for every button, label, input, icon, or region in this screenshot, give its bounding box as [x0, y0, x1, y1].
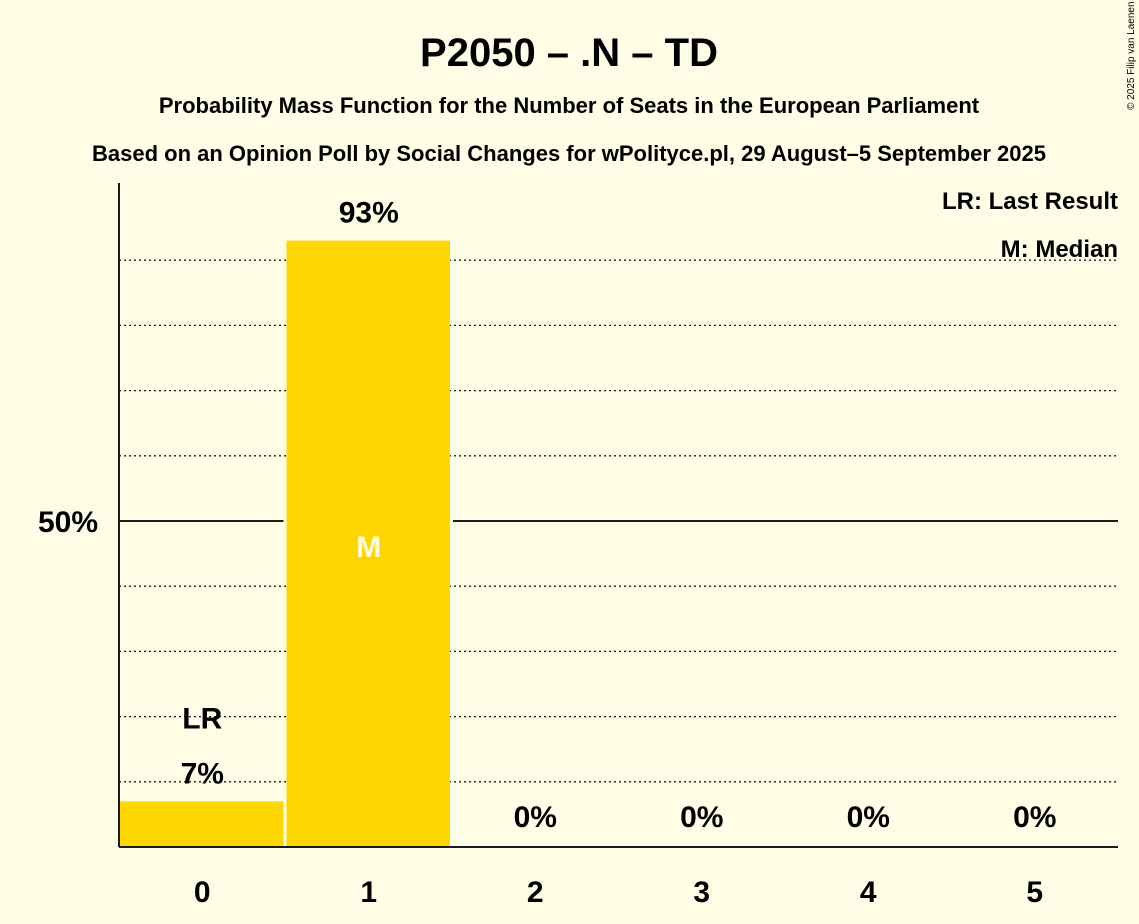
x-tick-label-3: 3	[693, 876, 710, 909]
chart-source: Based on an Opinion Poll by Social Chang…	[92, 141, 1046, 166]
last-result-marker: LR	[182, 702, 222, 735]
legend-median: M: Median	[1001, 236, 1118, 263]
chart-subtitle: Probability Mass Function for the Number…	[159, 93, 980, 118]
gridlines	[119, 259, 1118, 783]
value-label-4: 0%	[847, 801, 890, 834]
x-tick-label-5: 5	[1026, 876, 1043, 909]
y-tick-label: 50%	[38, 506, 98, 539]
value-label-2: 0%	[514, 801, 557, 834]
chart-title: P2050 – .N – TD	[420, 31, 718, 75]
value-label-1: 93%	[339, 197, 399, 230]
bar-1	[286, 240, 450, 847]
legend-last-result: LR: Last Result	[942, 188, 1118, 215]
copyright-notice: © 2025 Filip van Laenen	[1126, 1, 1137, 110]
x-tick-label-0: 0	[194, 876, 211, 909]
x-tick-label-2: 2	[527, 876, 544, 909]
value-label-0: 7%	[181, 757, 224, 790]
x-tick-label-1: 1	[360, 876, 377, 909]
median-marker: M	[356, 531, 381, 564]
value-label-3: 0%	[680, 801, 723, 834]
x-tick-label-4: 4	[860, 876, 877, 909]
bars	[120, 240, 450, 847]
axes: 50% 0 1 2 3 4 5	[38, 183, 1118, 909]
data-labels: 7% LR 93% M 0% 0% 0% 0%	[181, 197, 1057, 834]
bar-0	[120, 801, 284, 847]
value-label-5: 0%	[1013, 801, 1056, 834]
